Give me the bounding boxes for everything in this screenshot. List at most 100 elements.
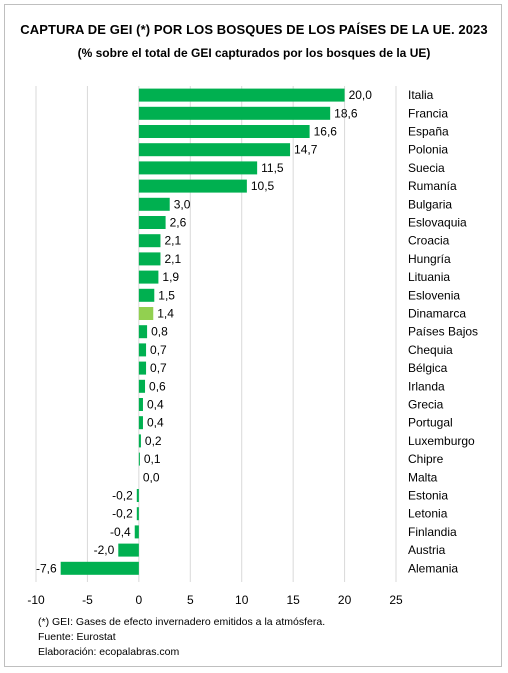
bar [138,361,147,375]
bar [138,270,159,284]
value-label: 0,7 [150,361,167,375]
value-label: 0,7 [150,343,167,357]
x-tick-label: 20 [338,593,352,607]
category-label: Rumanía [408,179,457,193]
bar [138,379,146,393]
category-label: España [408,125,449,139]
note-source: Fuente: Eurostat [38,631,116,643]
value-label: 0,2 [145,434,162,448]
category-label: Italia [408,88,434,102]
value-label: 2,1 [164,234,181,248]
category-label: Chipre [408,452,444,466]
value-label: -2,0 [94,543,115,557]
category-label: Polonia [408,143,448,157]
value-label: 16,6 [314,125,338,139]
category-label: Países Bajos [408,325,478,339]
bar [138,197,170,211]
bar [138,398,143,411]
category-label: Luxemburgo [408,434,475,448]
value-label: 0,0 [143,470,160,484]
category-label: Francia [408,106,448,120]
bar [138,179,247,193]
category-label: Croacia [408,234,450,248]
category-label: Eslovaquia [408,216,467,230]
value-label: -0,2 [112,507,133,521]
value-label: 0,6 [149,379,166,393]
bar [136,507,139,521]
category-label: Portugal [408,416,453,430]
value-label: 18,6 [334,106,358,120]
value-label: 20,0 [349,88,373,102]
value-label: 1,4 [157,307,174,321]
value-label: 1,9 [162,270,179,284]
value-label: 0,4 [147,398,164,412]
bar [138,307,154,320]
value-label: -0,4 [110,525,131,539]
note-credits: Elaboración: ecopalabras.com [38,646,180,658]
category-label: Irlanda [408,379,445,393]
bar [138,106,331,120]
x-tick-label: 15 [286,593,300,607]
category-label: Malta [408,470,438,484]
category-label: Suecia [408,161,445,175]
value-label: 14,7 [294,143,318,157]
bar [138,343,147,357]
bar [138,325,148,339]
bar [138,88,345,102]
note-gei: (*) GEI: Gases de efecto invernadero emi… [38,616,326,628]
grid-lines [35,86,397,582]
x-tick-label: 10 [235,593,249,607]
category-label: Letonia [408,507,448,521]
x-tick-label: 0 [136,593,143,607]
x-tick-label: -5 [82,593,93,607]
chart-frame [4,4,502,667]
category-label: Bélgica [408,361,448,375]
category-labels: Italia Francia España Polonia Suecia Rumanía B… [408,88,478,575]
value-label: 11,5 [261,161,284,175]
category-label: Finlandia [408,525,457,539]
bar [60,561,139,575]
bar [138,416,143,430]
value-label: 2,6 [170,216,187,230]
value-label: 1,5 [158,288,175,302]
bar [118,543,139,557]
value-label: 0,1 [144,452,161,466]
bar [138,452,140,466]
value-label: -0,2 [112,489,133,503]
bar [138,252,161,266]
value-label: 3,0 [174,197,191,211]
category-label: Chequia [408,343,453,357]
value-label: 0,4 [147,416,164,430]
bars [60,88,345,575]
category-label: Dinamarca [408,307,466,321]
value-label: 10,5 [251,179,275,193]
x-axis-ticks: -10 -5 0 5 10 15 20 25 [27,593,403,607]
value-label: 0,8 [151,325,168,339]
category-label: Alemania [408,561,458,575]
category-label: Grecia [408,398,444,412]
chart-title: CAPTURA DE GEI (*) POR LOS BOSQUES DE LO… [20,22,488,37]
x-tick-label: 25 [389,593,403,607]
value-label: -7,6 [36,561,57,575]
chart-notes: (*) GEI: Gases de efecto invernadero emi… [38,615,325,660]
bar [138,434,141,448]
bar [138,288,155,302]
bar [138,216,166,229]
value-labels: 20,0 18,6 16,6 14,7 11,5 10,5 3,0 2,6 2,1 2,1 1,9 1… [36,88,372,575]
bar [134,525,139,539]
bar [138,143,291,157]
category-label: Estonia [408,489,448,503]
bar [138,161,258,175]
bar [136,489,139,502]
bar [138,125,310,138]
category-label: Lituania [408,270,450,284]
chart-subtitle: (% sobre el total de GEI capturados por … [77,46,431,60]
bar [138,234,161,248]
x-tick-label: 5 [187,593,194,607]
category-label: Bulgaria [408,197,452,211]
category-label: Austria [408,543,446,557]
x-tick-label: -10 [27,593,45,607]
category-label: Eslovenia [408,288,460,302]
category-label: Hungría [408,252,451,266]
